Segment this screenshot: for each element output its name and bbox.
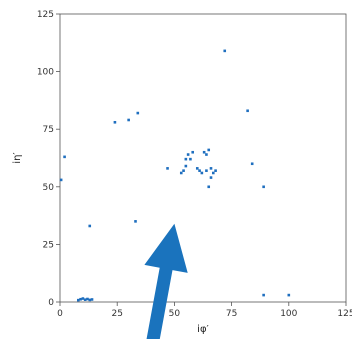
x-tick-label: 100 bbox=[280, 309, 297, 319]
data-point bbox=[195, 167, 199, 170]
data-point bbox=[186, 153, 190, 156]
data-point bbox=[246, 109, 249, 113]
data-point bbox=[250, 162, 254, 166]
data-point bbox=[90, 298, 94, 301]
data-point bbox=[191, 150, 195, 154]
data-point bbox=[88, 224, 92, 228]
data-point bbox=[184, 157, 188, 161]
x-tick-label: 125 bbox=[337, 309, 352, 319]
data-point bbox=[136, 111, 140, 115]
data-point bbox=[205, 153, 208, 156]
y-tick-label: 25 bbox=[43, 240, 54, 250]
data-points bbox=[59, 49, 291, 302]
x-tick-label: 0 bbox=[57, 309, 63, 319]
x-tick-label: 50 bbox=[169, 309, 181, 319]
data-point bbox=[134, 220, 137, 223]
data-point bbox=[202, 150, 206, 154]
data-point bbox=[77, 298, 80, 302]
x-tick-label: 25 bbox=[111, 309, 122, 319]
data-point bbox=[207, 148, 211, 152]
x-axis-ticks: 0 25 50 75 100 125 bbox=[57, 302, 352, 319]
y-axis-title: iη′ bbox=[12, 152, 23, 164]
y-tick-label: 100 bbox=[37, 68, 54, 78]
y-tick-label: 0 bbox=[48, 298, 54, 308]
y-tick-label: 75 bbox=[43, 125, 54, 135]
data-point bbox=[79, 297, 82, 301]
plot-frame bbox=[59, 13, 347, 303]
data-point bbox=[209, 176, 213, 179]
data-point bbox=[59, 178, 63, 182]
data-point bbox=[200, 171, 204, 175]
data-point bbox=[83, 298, 87, 301]
data-point bbox=[63, 155, 66, 159]
data-point bbox=[179, 171, 183, 175]
x-axis-title: iφ′ bbox=[197, 324, 209, 335]
arrow-annotation bbox=[144, 223, 188, 339]
data-point bbox=[127, 118, 130, 122]
data-point bbox=[262, 293, 265, 297]
data-point bbox=[211, 171, 215, 175]
y-axis-ticks: 0 25 50 75 100 125 bbox=[37, 10, 60, 308]
data-point bbox=[81, 297, 85, 300]
data-point bbox=[198, 169, 201, 172]
data-point bbox=[189, 157, 192, 161]
data-point bbox=[166, 167, 169, 170]
data-point bbox=[223, 49, 227, 53]
data-point bbox=[88, 298, 92, 302]
data-point bbox=[182, 169, 185, 172]
data-point bbox=[113, 120, 117, 124]
data-point bbox=[287, 293, 291, 297]
data-point bbox=[262, 185, 265, 189]
data-point bbox=[184, 164, 188, 168]
data-point bbox=[205, 169, 208, 172]
data-point bbox=[214, 169, 217, 172]
x-tick-label: 75 bbox=[226, 309, 237, 319]
y-tick-label: 50 bbox=[43, 183, 55, 193]
y-tick-label: 125 bbox=[37, 10, 54, 20]
data-point bbox=[209, 167, 213, 170]
data-point bbox=[207, 185, 211, 189]
data-point bbox=[86, 297, 89, 301]
